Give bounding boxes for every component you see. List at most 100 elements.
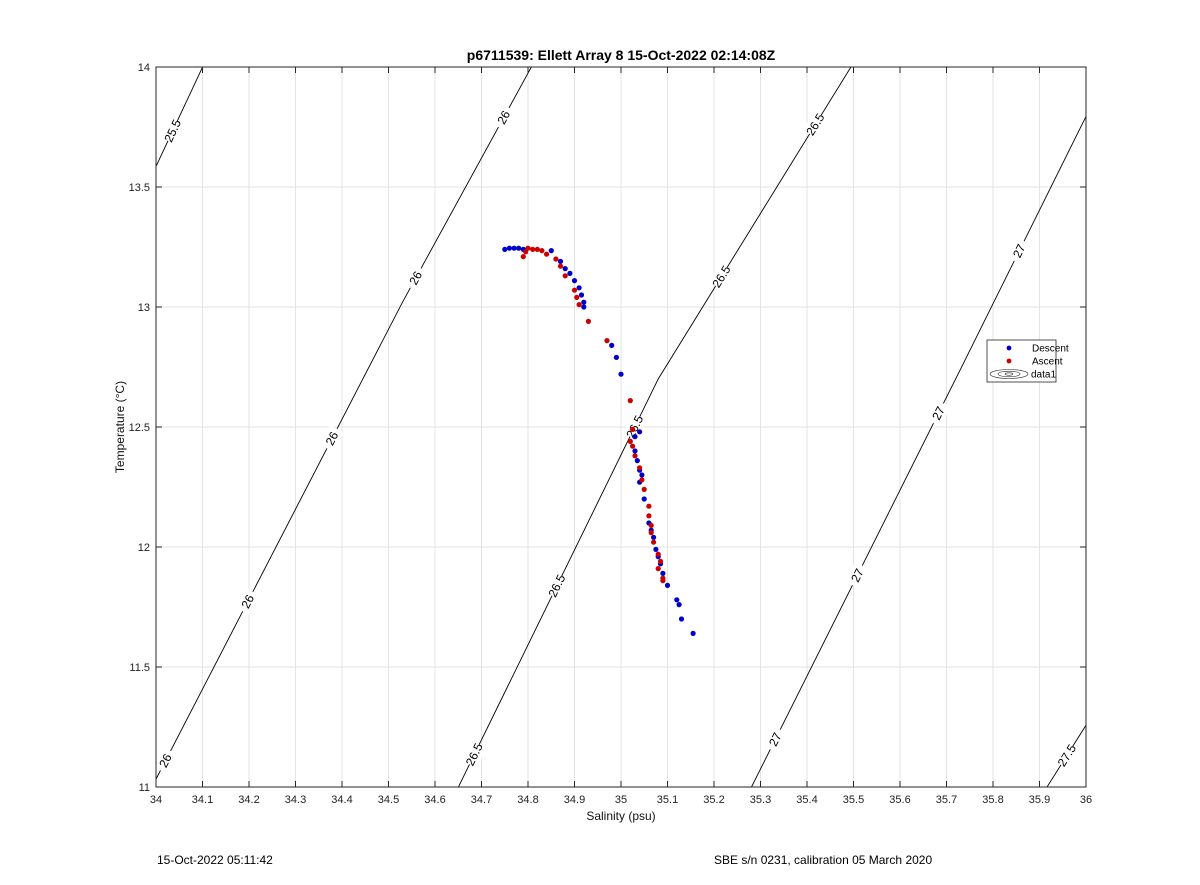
descent-point [634, 458, 640, 464]
contour-label-group: 26 [403, 264, 428, 292]
x-tick-label: 34.6 [424, 794, 445, 806]
contour-label-group: 26 [319, 425, 345, 453]
contour-label-group: 27 [763, 726, 788, 753]
descent-point [653, 546, 659, 553]
footer-timestamp: 15-Oct-2022 05:11:42 [157, 853, 273, 867]
contour-label-group: 27 [926, 399, 951, 427]
density-contour-26 [156, 67, 532, 781]
descent-point [632, 448, 638, 454]
x-tick-label: 34.7 [471, 794, 492, 806]
x-tick-label: 35.3 [750, 794, 771, 806]
contour-label-group: 26 [153, 747, 178, 775]
descent-point [516, 245, 522, 251]
contour-label-background [845, 561, 870, 589]
legend: Descent Ascent data1 [986, 339, 1069, 383]
ascent-point [637, 465, 643, 471]
ascent-point [571, 287, 578, 293]
descent-point [548, 248, 554, 254]
ascent-point [646, 513, 652, 519]
descent-point [676, 602, 682, 608]
x-tick-label: 34.9 [564, 794, 585, 806]
contour-label-group: 27 [845, 561, 870, 589]
legend-marker-descent [1006, 345, 1012, 351]
contour-label: 27 [848, 566, 867, 584]
descent-point [674, 597, 680, 603]
x-tick-label: 35.5 [843, 794, 864, 806]
ascent-point [534, 246, 540, 252]
descent-point [651, 534, 657, 541]
x-tick-label: 35 [615, 794, 627, 806]
x-tick-label: 34.4 [331, 794, 352, 806]
x-tick-label: 35.6 [889, 794, 910, 806]
descent-point [690, 630, 696, 637]
ascent-point [641, 486, 647, 492]
x-tick-label: 35.2 [703, 794, 724, 806]
descent-point [664, 582, 671, 589]
contour-label-group: 27 [1007, 237, 1032, 265]
ascent-point [539, 248, 545, 254]
descent-point [506, 245, 512, 251]
y-tick-label: 11.5 [129, 662, 150, 674]
contour-label-background [763, 726, 788, 753]
descent-point [581, 299, 587, 305]
contour-label-background [235, 588, 260, 616]
contour-label-group: 26 [491, 104, 517, 131]
x-tick-label: 35.9 [1029, 794, 1050, 806]
descent-point [571, 278, 578, 284]
ascent-point [630, 443, 636, 449]
y-tick-label: 12.5 [129, 422, 150, 434]
contour-label-background [622, 413, 647, 441]
x-tick-label: 34.2 [238, 794, 259, 806]
contour-label-background [1007, 237, 1032, 265]
data-points [502, 245, 696, 637]
contour-label: 26 [323, 429, 342, 448]
contour-label-background [544, 572, 569, 600]
descent-point [557, 258, 564, 264]
y-tick-label: 12 [138, 542, 150, 554]
legend-label-data1: data1 [1031, 370, 1056, 381]
contour-label: 26 [494, 108, 513, 127]
ascent-point [574, 294, 580, 300]
ascent-point [639, 477, 645, 483]
x-tick-label: 34.1 [192, 794, 213, 806]
axis-ticks: 34 34.1 34.2 34.3 34.4 34.5 34.6 34.7 34.8 34.9 35… [129, 62, 1093, 806]
y-tick-label: 13 [138, 302, 150, 314]
ascent-point [562, 273, 568, 279]
descent-point [632, 434, 638, 440]
x-tick-label: 34.3 [285, 794, 306, 806]
ascent-point [655, 551, 661, 557]
ascent-point [553, 256, 559, 262]
ascent-point [557, 263, 564, 269]
x-tick-label: 34.5 [378, 794, 399, 806]
contour-label-background [403, 264, 428, 292]
x-tick-label: 34.8 [517, 794, 538, 806]
x-tick-label: 34 [150, 794, 162, 806]
legend-marker-contour-core [1004, 372, 1014, 376]
contour-label-background [802, 110, 828, 139]
descent-point [609, 342, 615, 348]
descent-point [618, 371, 624, 377]
descent-point [576, 285, 582, 291]
descent-point [567, 270, 573, 276]
descent-point [637, 429, 643, 435]
ascent-point [530, 246, 536, 252]
x-tick-label: 35.7 [936, 794, 957, 806]
ascent-point [660, 578, 666, 584]
descent-point [562, 266, 568, 272]
ascent-point [630, 426, 636, 432]
ascent-point [585, 318, 592, 324]
ascent-point [648, 530, 654, 536]
legend-label-ascent: Ascent [1032, 357, 1063, 368]
contour-label: 26 [239, 592, 258, 611]
ascent-point [646, 503, 652, 509]
descent-point [578, 292, 585, 298]
contour-label-background [1054, 741, 1080, 770]
chart-title: p6711539: Ellett Array 8 15-Oct-2022 02:… [467, 47, 776, 63]
density-contour-27 [751, 115, 1086, 787]
descent-point [660, 570, 666, 577]
descent-point [581, 304, 587, 310]
contour-label: 26 [156, 751, 175, 770]
contour-label-background [160, 117, 185, 145]
descent-point [678, 616, 685, 622]
